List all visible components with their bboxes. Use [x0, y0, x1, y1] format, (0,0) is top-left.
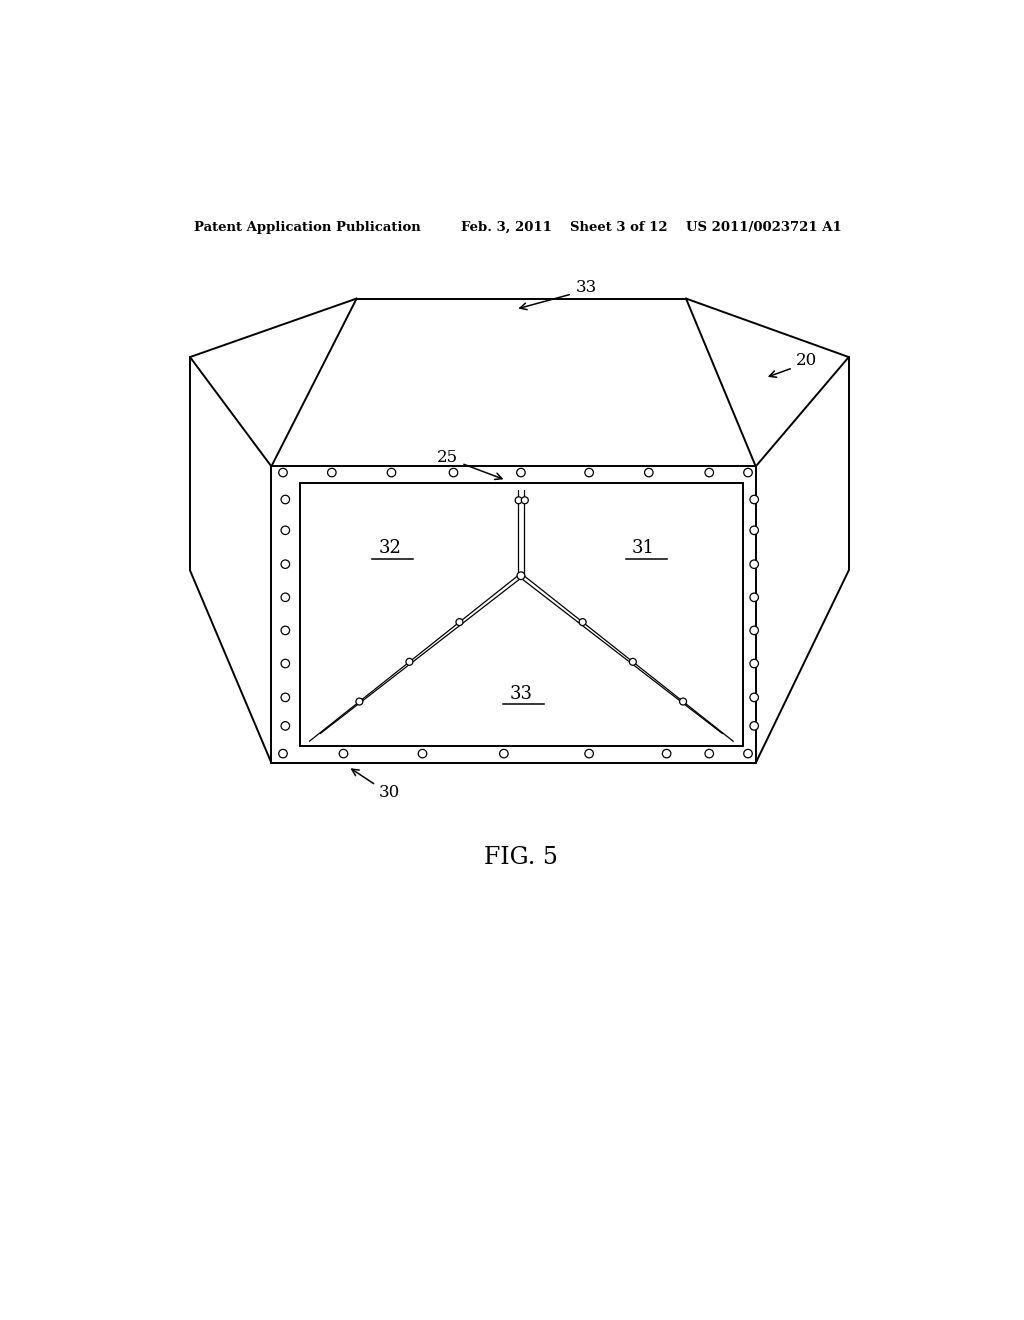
Text: FIG. 5: FIG. 5 — [484, 846, 558, 869]
Circle shape — [743, 750, 753, 758]
Text: 33: 33 — [509, 685, 532, 702]
Circle shape — [750, 626, 759, 635]
Circle shape — [517, 469, 525, 477]
Circle shape — [630, 659, 636, 665]
Circle shape — [750, 659, 759, 668]
Circle shape — [750, 593, 759, 602]
Circle shape — [750, 495, 759, 504]
Circle shape — [743, 469, 753, 477]
Circle shape — [281, 527, 290, 535]
Circle shape — [750, 722, 759, 730]
Circle shape — [328, 469, 336, 477]
Text: 30: 30 — [379, 784, 399, 801]
Circle shape — [585, 469, 593, 477]
Text: 31: 31 — [632, 539, 655, 557]
Text: 20: 20 — [796, 352, 817, 370]
Text: 32: 32 — [379, 539, 401, 557]
Circle shape — [339, 750, 348, 758]
Circle shape — [450, 469, 458, 477]
Circle shape — [580, 619, 586, 626]
Text: 33: 33 — [577, 280, 597, 296]
Circle shape — [521, 496, 528, 504]
Circle shape — [281, 693, 290, 702]
Circle shape — [418, 750, 427, 758]
Circle shape — [281, 495, 290, 504]
Circle shape — [281, 722, 290, 730]
Circle shape — [644, 469, 653, 477]
Circle shape — [663, 750, 671, 758]
Text: Patent Application Publication: Patent Application Publication — [194, 222, 421, 234]
Circle shape — [281, 593, 290, 602]
Circle shape — [279, 750, 288, 758]
Circle shape — [705, 469, 714, 477]
Circle shape — [750, 560, 759, 569]
Circle shape — [500, 750, 508, 758]
Text: 25: 25 — [437, 449, 458, 466]
Circle shape — [750, 693, 759, 702]
Circle shape — [515, 496, 522, 504]
Circle shape — [456, 619, 463, 626]
Circle shape — [680, 698, 686, 705]
Text: US 2011/0023721 A1: US 2011/0023721 A1 — [686, 222, 842, 234]
Text: Sheet 3 of 12: Sheet 3 of 12 — [569, 222, 668, 234]
Circle shape — [705, 750, 714, 758]
Circle shape — [750, 527, 759, 535]
Circle shape — [281, 659, 290, 668]
Circle shape — [387, 469, 395, 477]
Circle shape — [585, 750, 593, 758]
Circle shape — [281, 626, 290, 635]
Circle shape — [356, 698, 362, 705]
Circle shape — [517, 572, 524, 579]
Circle shape — [406, 659, 413, 665]
Circle shape — [281, 560, 290, 569]
Text: Feb. 3, 2011: Feb. 3, 2011 — [461, 222, 552, 234]
Circle shape — [279, 469, 288, 477]
